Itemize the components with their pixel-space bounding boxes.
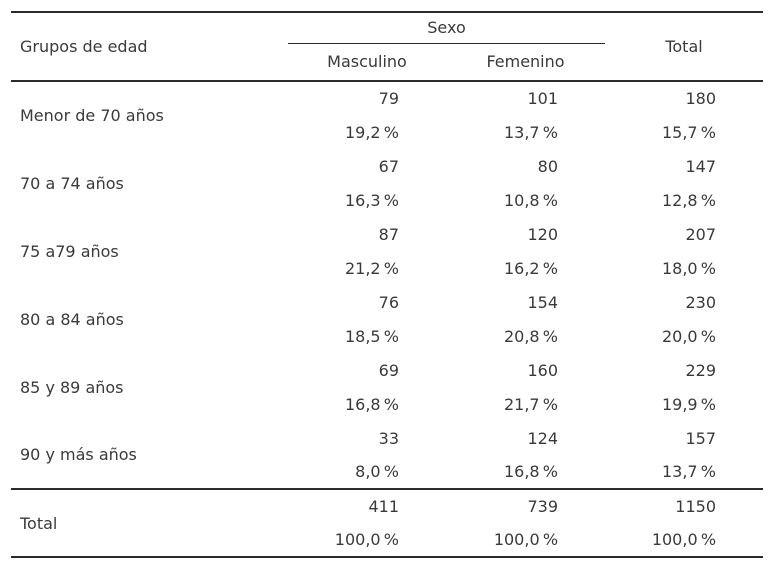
table-row: 80 a 84 años 76 154 230: [11, 285, 763, 329]
table-row: 70 a 74 años 67 80 147: [11, 149, 763, 193]
count-cell: 69: [378, 360, 399, 380]
percent-cell: 18,0 %: [661, 258, 717, 278]
count-cell: 157: [685, 428, 717, 448]
percent-cell: 19,2 %: [344, 122, 399, 142]
percent-cell: 20,0 %: [661, 326, 717, 346]
percent-cell: 13,7 %: [503, 122, 559, 142]
percent-cell: 100,0 %: [334, 530, 399, 549]
table-body: Menor de 70 años 79 101 180 19,2 % 13,7 …: [11, 81, 763, 489]
percent-cell: 13,7 %: [661, 462, 717, 481]
percent-cell: 19,9 %: [661, 394, 717, 414]
table-row: 19,2 % 13,7 % 15,7 %: [11, 115, 763, 149]
count-cell: 79: [378, 89, 399, 108]
col-header-masculino: Masculino: [327, 52, 407, 72]
col-header-sexo: Sexo: [288, 12, 606, 44]
table-row: 21,2 % 16,2 % 18,0 %: [11, 251, 763, 285]
table-row: 8,0 % 16,8 % 13,7 %: [11, 455, 763, 489]
percent-cell: 16,8 %: [344, 394, 399, 414]
col-header-age-groups: Grupos de edad: [20, 37, 148, 56]
row-label: 85 y 89 años: [20, 377, 124, 397]
percent-cell: 21,7 %: [503, 394, 559, 414]
count-cell: 230: [685, 292, 717, 312]
percent-cell: 16,8 %: [503, 462, 559, 481]
table-row: Menor de 70 años 79 101 180: [11, 81, 763, 125]
count-cell: 411: [368, 497, 399, 516]
col-header-total: Total: [665, 37, 703, 56]
percent-cell: 100,0 %: [651, 530, 717, 549]
percent-cell: 12,8 %: [661, 190, 717, 210]
count-cell: 180: [685, 89, 717, 108]
table-row: Total 411 739 1150: [11, 489, 763, 533]
count-cell: 124: [527, 428, 559, 448]
row-label: 90 y más años: [20, 445, 137, 464]
percent-cell: 100,0 %: [493, 530, 559, 549]
percent-cell: 18,5 %: [344, 326, 399, 346]
percent-cell: 15,7 %: [661, 122, 717, 142]
count-cell: 80: [537, 156, 559, 176]
count-cell: 160: [527, 360, 559, 380]
crosstab-table: Grupos de edad Sexo Total Masculino Feme…: [11, 11, 764, 558]
table-row: 85 y 89 años 69 160 229: [11, 353, 763, 397]
col-header-femenino: Femenino: [486, 52, 565, 72]
count-cell: 147: [685, 156, 717, 176]
header-row-subcolumns: Masculino Femenino: [11, 43, 763, 81]
count-cell: 120: [527, 224, 559, 244]
count-cell: 67: [378, 156, 399, 176]
count-cell: 87: [378, 224, 399, 244]
percent-cell: 16,3 %: [344, 190, 399, 210]
count-cell: 207: [685, 224, 717, 244]
percent-cell: 10,8 %: [503, 190, 559, 210]
count-cell: 229: [685, 360, 717, 380]
table-row: 100,0 % 100,0 % 100,0 %: [11, 523, 763, 557]
percent-cell: 21,2 %: [344, 258, 399, 278]
percent-cell: 8,0 %: [355, 462, 399, 481]
table-row: 90 y más años 33 124 157: [11, 421, 763, 465]
table-row: 18,5 % 20,8 % 20,0 %: [11, 319, 763, 353]
table-total-section: Total 411 739 1150 100,0 % 100,0 % 100,0…: [11, 489, 764, 557]
table-header: Grupos de edad Sexo Total Masculino Feme…: [11, 12, 764, 81]
count-cell: 154: [527, 292, 559, 312]
row-label-total: Total: [20, 513, 58, 533]
header-row-spanner: Grupos de edad Sexo Total: [11, 12, 763, 56]
table-row: 16,3 % 10,8 % 12,8 %: [11, 183, 763, 217]
row-label: 75 a79 años: [20, 241, 119, 261]
table-row: 75 a79 años 87 120 207: [11, 217, 763, 261]
row-label: Menor de 70 años: [20, 106, 164, 125]
count-cell: 739: [527, 497, 559, 516]
count-cell: 33: [378, 428, 399, 448]
count-cell: 76: [378, 292, 399, 312]
percent-cell: 16,2 %: [503, 258, 559, 278]
count-cell: 1150: [675, 497, 717, 516]
percent-cell: 20,8 %: [503, 326, 559, 346]
row-label: 70 a 74 años: [20, 173, 124, 193]
table-row: 16,8 % 21,7 % 19,9 %: [11, 387, 763, 421]
count-cell: 101: [527, 89, 559, 108]
row-label: 80 a 84 años: [20, 309, 124, 329]
